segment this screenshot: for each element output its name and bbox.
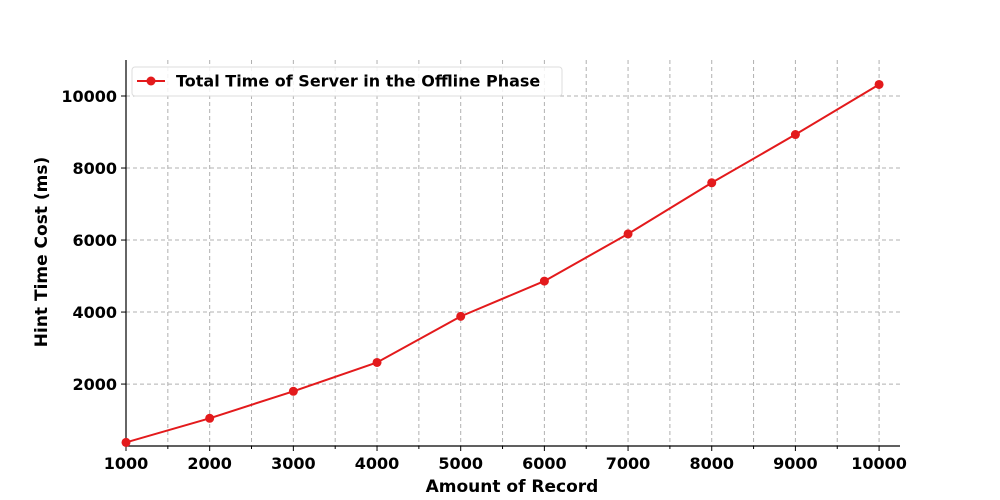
data-point: [874, 79, 884, 89]
y-tick-label: 6000: [72, 231, 117, 250]
x-tick-label: 7000: [606, 454, 651, 473]
axes: [121, 60, 900, 451]
x-tick-label: 10000: [851, 454, 907, 473]
x-tick-label: 8000: [689, 454, 734, 473]
x-tick-label: 2000: [187, 454, 232, 473]
legend-box: [131, 66, 563, 97]
tick-labels: 1000 2000 3000 4000 5000 6000 7000 8000 9000 1000…: [61, 87, 907, 473]
data-point: [790, 130, 800, 140]
legend-marker-swatch: [146, 76, 156, 86]
data-point: [288, 386, 298, 396]
legend: Total Time of Server in the Offline Phas…: [131, 66, 563, 97]
data-point: [205, 413, 215, 423]
x-tick-label: 3000: [271, 454, 316, 473]
x-axis-title: Amount of Record: [426, 477, 599, 497]
legend-entry-label: Total Time of Server in the Offline Phas…: [176, 72, 540, 91]
x-tick-label: 6000: [522, 454, 567, 473]
data-point: [539, 276, 549, 286]
data-point: [456, 311, 466, 321]
y-tick-label: 10000: [61, 87, 117, 106]
y-tick-label: 4000: [72, 303, 117, 322]
x-tick-label: 1000: [104, 454, 149, 473]
data-point: [121, 437, 131, 447]
y-tick-label: 8000: [72, 159, 117, 178]
grid-lines: [125, 60, 900, 446]
series-line: [125, 83, 880, 444]
y-tick-label: 2000: [72, 375, 117, 394]
series-layer: [121, 79, 884, 447]
data-point: [623, 229, 633, 239]
y-axis-title: Hint Time Cost (ms): [32, 157, 52, 347]
x-tick-label: 9000: [773, 454, 818, 473]
x-tick-label: 5000: [438, 454, 483, 473]
x-tick-label: 4000: [355, 454, 400, 473]
data-point: [372, 357, 382, 367]
data-point: [707, 178, 717, 188]
